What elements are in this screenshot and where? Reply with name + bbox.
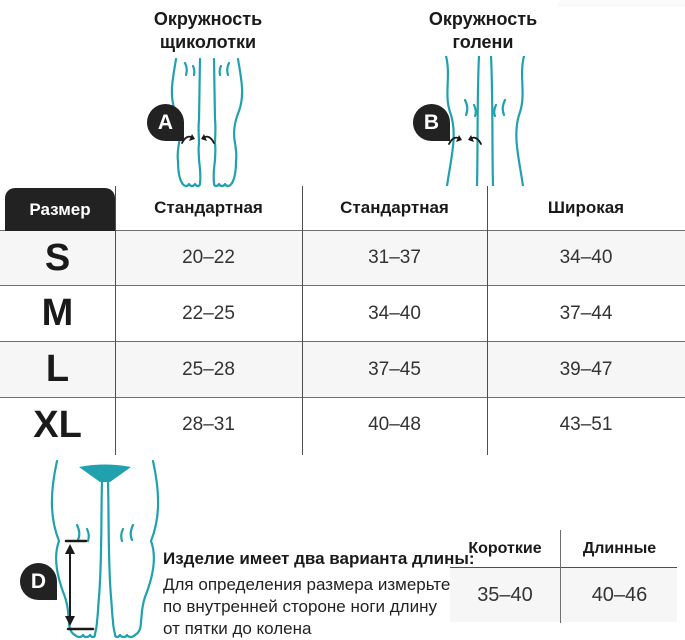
- value-cell: 25–28: [182, 358, 235, 380]
- size-corner-badge: Размер: [5, 188, 115, 231]
- full-legs-illustration: [50, 459, 160, 639]
- ankle-legs-illustration: [170, 57, 244, 188]
- measure-arrows-icon: [448, 135, 482, 145]
- marker-badge-d: D: [20, 563, 57, 600]
- length-col-short: Короткие: [468, 540, 542, 557]
- size-corner-label: Размер: [29, 199, 91, 219]
- value-cell: 28–31: [182, 414, 235, 435]
- table-divider: [302, 186, 303, 455]
- value-cell: 40–48: [368, 414, 421, 435]
- length-table-line: [450, 567, 677, 568]
- length-description-line2: по внутренней стороне ноги длину: [163, 597, 437, 616]
- table-row: S 20–22 31–37 34–40: [0, 231, 685, 285]
- table-line: [0, 230, 685, 231]
- length-description-line1: Для определения размера измерьте: [163, 575, 451, 594]
- length-description-line3: от пятки до колена: [163, 619, 312, 638]
- length-value-short: 35–40: [477, 583, 533, 606]
- calf-legs-illustration: [444, 56, 526, 186]
- size-label: M: [41, 292, 74, 334]
- col-header-ankle-standard: Стандартная: [154, 198, 263, 217]
- value-cell: 34–40: [559, 247, 613, 268]
- marker-badge-b: B: [413, 104, 450, 141]
- background-card-edge: [557, 0, 685, 7]
- table-line: [0, 285, 685, 286]
- table-line: [0, 397, 685, 398]
- size-label: XL: [33, 403, 82, 446]
- calf-title-line2: голени: [452, 32, 514, 52]
- size-label: S: [44, 236, 71, 279]
- ankle-circumference-title: Окружность щиколотки: [120, 8, 296, 54]
- table-line: [0, 341, 685, 342]
- length-table-divider: [560, 530, 561, 623]
- length-table-row-bg: [450, 568, 677, 622]
- marker-a-label: A: [157, 110, 174, 134]
- length-value-long: 40–46: [591, 583, 648, 606]
- table-row: L 25–28 37–45 39–47: [0, 342, 685, 397]
- value-cell: 31–37: [368, 247, 421, 268]
- table-row: M 22–25 34–40 37–44: [0, 286, 685, 341]
- calf-circumference-title: Окружность голени: [395, 8, 571, 54]
- col-header-calf-wide: Широкая: [547, 198, 625, 217]
- size-label: L: [45, 348, 70, 390]
- row-bg-l: [0, 342, 685, 397]
- value-cell: 37–44: [559, 302, 613, 324]
- value-cell: 37–45: [368, 358, 421, 380]
- length-col-long: Длинные: [582, 540, 657, 557]
- length-heading: Изделие имеет два варианта длины:: [163, 549, 475, 568]
- table-divider: [487, 186, 488, 455]
- value-cell: 22–25: [182, 302, 235, 324]
- value-cell: 20–22: [182, 247, 235, 268]
- row-bg-s: [0, 231, 685, 285]
- ankle-title-line1: Окружность: [153, 9, 263, 29]
- measure-arrows-icon: [181, 134, 215, 144]
- marker-b-label: B: [423, 110, 440, 134]
- length-description: Для определения размера измерьте по внут…: [163, 574, 450, 640]
- col-header-calf-standard: Стандартная: [340, 198, 449, 217]
- table-divider: [115, 186, 116, 455]
- ankle-title-line2: щиколотки: [159, 32, 257, 52]
- value-cell: 34–40: [368, 302, 421, 324]
- value-cell: 43–51: [559, 414, 613, 435]
- marker-badge-a: A: [147, 104, 184, 141]
- calf-title-line1: Окружность: [428, 9, 538, 29]
- table-row: XL 28–31 40–48 43–51: [0, 398, 685, 452]
- marker-d-label: D: [30, 569, 47, 593]
- value-cell: 39–47: [559, 358, 613, 380]
- length-measure-arrow: [64, 539, 95, 631]
